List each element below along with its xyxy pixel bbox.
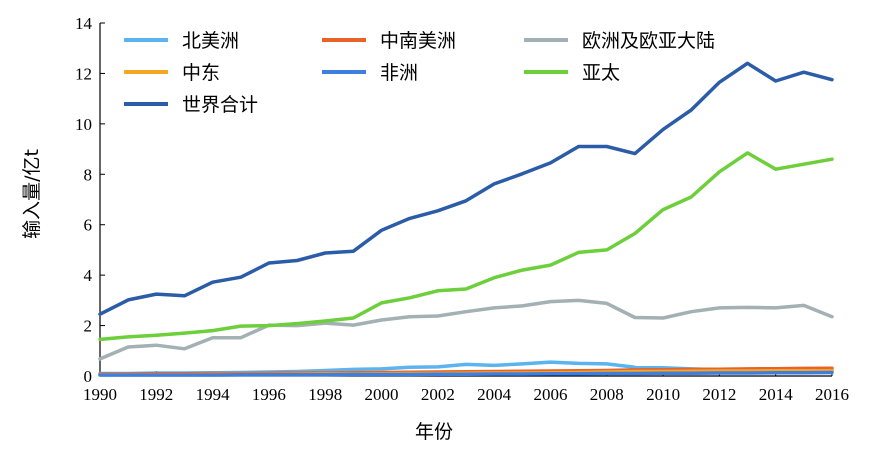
legend-label: 北美洲: [182, 30, 239, 52]
legend-label: 世界合计: [182, 94, 258, 116]
x-tick-label: 1992: [139, 385, 173, 404]
series-line: [98, 61, 834, 316]
x-axis-title: 年份: [415, 421, 453, 443]
x-tick-label: 2008: [590, 385, 624, 404]
series-line: [98, 298, 834, 361]
x-tick-label: 2006: [533, 385, 567, 404]
y-tick-label: 4: [84, 266, 93, 285]
y-tick-label: 14: [75, 14, 93, 33]
y-tick-label: 8: [84, 165, 93, 184]
legend-label: 亚太: [582, 62, 620, 84]
x-tick-label: 2000: [365, 385, 399, 404]
y-tick-label: 12: [75, 64, 92, 83]
x-tick-label: 2012: [702, 385, 736, 404]
legend-label: 非洲: [380, 62, 418, 84]
y-tick-label: 10: [75, 115, 92, 134]
series-layer: [98, 61, 834, 377]
x-tick-label: 2014: [759, 385, 794, 404]
axes: 0 2 4 6 8 10 12 14 1990 1992 1994 1996 1998 2000 2002 2…: [75, 14, 849, 404]
y-axis-title: 输入量/亿t: [21, 149, 43, 239]
series-line: [98, 151, 834, 342]
x-tick-label: 1994: [196, 385, 231, 404]
x-tick-label: 2016: [815, 385, 849, 404]
series-line: [98, 370, 834, 377]
y-tick-label: 0: [84, 367, 93, 386]
x-tick-label: 2004: [477, 385, 512, 404]
x-tick-label: 1990: [83, 385, 117, 404]
x-tick-label: 2002: [421, 385, 455, 404]
y-tick-label: 2: [84, 317, 93, 336]
legend-label: 中东: [182, 62, 220, 84]
legend-label: 欧洲及欧亚大陆: [582, 30, 715, 52]
x-tick-label: 1996: [252, 385, 286, 404]
y-tick-label: 6: [84, 216, 93, 235]
x-tick-label: 2010: [646, 385, 680, 404]
x-tick-label: 1998: [308, 385, 342, 404]
legend-label: 中南美洲: [380, 30, 456, 52]
